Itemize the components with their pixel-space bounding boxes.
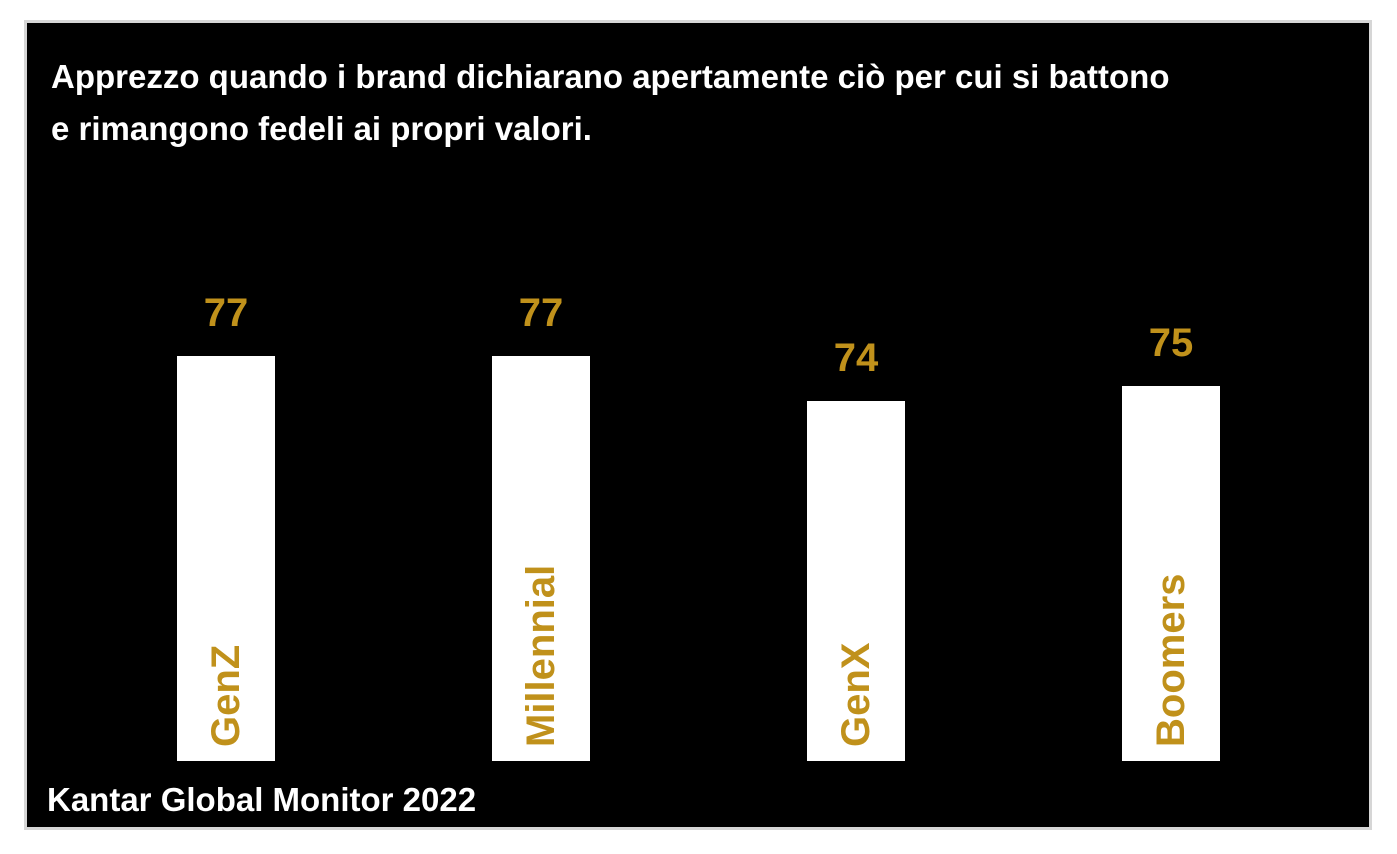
value-label-millennial: 77 [519,291,564,335]
bar-millennial [492,356,590,761]
chart-title-line-1: Apprezzo quando i brand dichiarano apert… [51,58,1170,95]
category-label-millennial: Millennial [519,565,563,747]
source-label: Kantar Global Monitor 2022 [47,781,477,818]
bar-chart: 77 GenZ 77 Millennial 74 GenX 75 Boomers [177,291,1220,761]
value-label-genx: 74 [834,336,879,380]
bar-boomers [1122,386,1220,761]
category-label-genz: GenZ [204,645,248,747]
category-label-boomers: Boomers [1149,574,1193,747]
bar-genx [807,401,905,761]
bar-genz [177,356,275,761]
value-label-genz: 77 [204,291,249,335]
category-label-genx: GenX [834,642,878,747]
chart-panel: Apprezzo quando i brand dichiarano apert… [24,20,1372,830]
value-label-boomers: 75 [1149,321,1194,365]
chart-title: Apprezzo quando i brand dichiarano apert… [51,51,1331,155]
chart-title-line-2: e rimangono fedeli ai propri valori. [51,110,592,147]
